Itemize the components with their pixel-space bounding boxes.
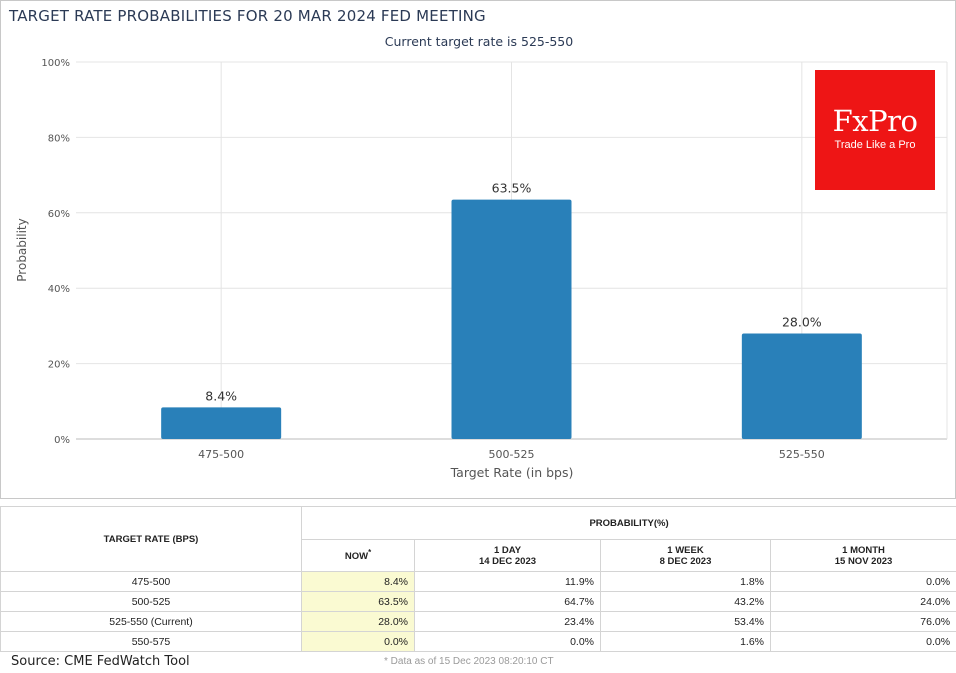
cell-now: 0.0% — [301, 631, 415, 652]
cell-1-month: 76.0% — [769, 611, 956, 632]
bar-chart: 0% 20% 40% 60% 80% 100% 8.4% 475-500 63.5% 500-52… — [15, 58, 948, 480]
y-tick-label: 60% — [48, 209, 70, 220]
cell-1-week: 1.6% — [600, 631, 771, 652]
probability-table: TARGET RATE (BPS) PROBABILITY(%) NOW* 1 … — [0, 506, 956, 652]
header-1-day: 1 DAY 14 DEC 2023 — [414, 539, 601, 572]
y-axis-label: Probability — [15, 218, 29, 281]
header-probability: PROBABILITY(%) — [300, 506, 956, 540]
cell-1-day: 11.9% — [414, 571, 601, 592]
x-tick-label: 500-525 — [489, 448, 535, 461]
bar-value-label: 28.0% — [782, 314, 822, 329]
cell-1-month: 0.0% — [769, 631, 956, 652]
logo-tagline: Trade Like a Pro — [834, 139, 916, 151]
bar-value-label: 63.5% — [492, 181, 532, 196]
chart-subtitle: Current target rate is 525-550 — [384, 34, 574, 49]
table-row: 525-550 (Current) 28.0% 23.4% 53.4% 76.0… — [0, 611, 956, 632]
y-tick-label: 80% — [48, 133, 70, 144]
x-tick-label: 525-550 — [779, 448, 825, 461]
cell-1-day: 0.0% — [414, 631, 601, 652]
x-tick-label: 475-500 — [198, 448, 244, 461]
fxpro-logo: FxPro Trade Like a Pro — [815, 70, 935, 190]
header-1-week-label: 1 WEEK — [667, 544, 704, 556]
table-row: 475-500 8.4% 11.9% 1.8% 0.0% — [0, 571, 956, 592]
header-1-day-label: 1 DAY — [493, 544, 522, 556]
bar[interactable] — [451, 199, 572, 439]
header-now-marker: * — [368, 548, 372, 558]
cell-now: 28.0% — [301, 611, 415, 632]
bar[interactable] — [741, 333, 862, 439]
source-note: Source: CME FedWatch Tool — [11, 654, 190, 669]
cell-1-day: 23.4% — [414, 611, 601, 632]
cell-rate: 550-575 — [0, 631, 302, 652]
bar[interactable] — [161, 407, 282, 439]
cell-rate: 475-500 — [0, 571, 302, 592]
y-tick-label: 20% — [48, 360, 70, 371]
cell-now: 63.5% — [301, 591, 415, 612]
header-now-label: NOW — [344, 551, 369, 563]
cell-1-week: 1.8% — [600, 571, 771, 592]
cell-1-month: 24.0% — [769, 591, 956, 612]
header-1-week: 1 WEEK 8 DEC 2023 — [600, 539, 771, 572]
cell-now: 8.4% — [301, 571, 415, 592]
table-row: 500-525 63.5% 64.7% 43.2% 24.0% — [0, 591, 956, 612]
table-row: 550-575 0.0% 0.0% 1.6% 0.0% — [0, 631, 956, 652]
cell-1-week: 53.4% — [600, 611, 771, 632]
header-1-day-date: 14 DEC 2023 — [478, 555, 537, 567]
cell-1-month: 0.0% — [769, 571, 956, 592]
cell-1-week: 43.2% — [600, 591, 771, 612]
header-1-month-date: 15 NOV 2023 — [834, 555, 893, 567]
header-1-week-date: 8 DEC 2023 — [659, 555, 712, 567]
logo-name: FxPro — [832, 104, 918, 138]
x-axis-label: Target Rate (in bps) — [450, 465, 574, 480]
cell-rate: 525-550 (Current) — [0, 611, 302, 632]
data-timestamp-footnote: * Data as of 15 Dec 2023 08:20:10 CT — [384, 656, 554, 667]
bar-value-label: 8.4% — [205, 388, 237, 403]
cell-rate: 500-525 — [0, 591, 302, 612]
chart-title: TARGET RATE PROBABILITIES FOR 20 MAR 202… — [9, 7, 486, 25]
y-tick-label: 100% — [41, 58, 70, 69]
y-tick-label: 0% — [54, 435, 70, 446]
y-tick-label: 40% — [48, 284, 70, 295]
header-1-month-label: 1 MONTH — [842, 544, 885, 556]
header-1-month: 1 MONTH 15 NOV 2023 — [769, 539, 956, 572]
cell-1-day: 64.7% — [414, 591, 601, 612]
chart-panel: TARGET RATE PROBABILITIES FOR 20 MAR 202… — [0, 0, 956, 499]
header-target-rate: TARGET RATE (BPS) — [0, 506, 302, 572]
header-now: NOW* — [301, 539, 415, 572]
